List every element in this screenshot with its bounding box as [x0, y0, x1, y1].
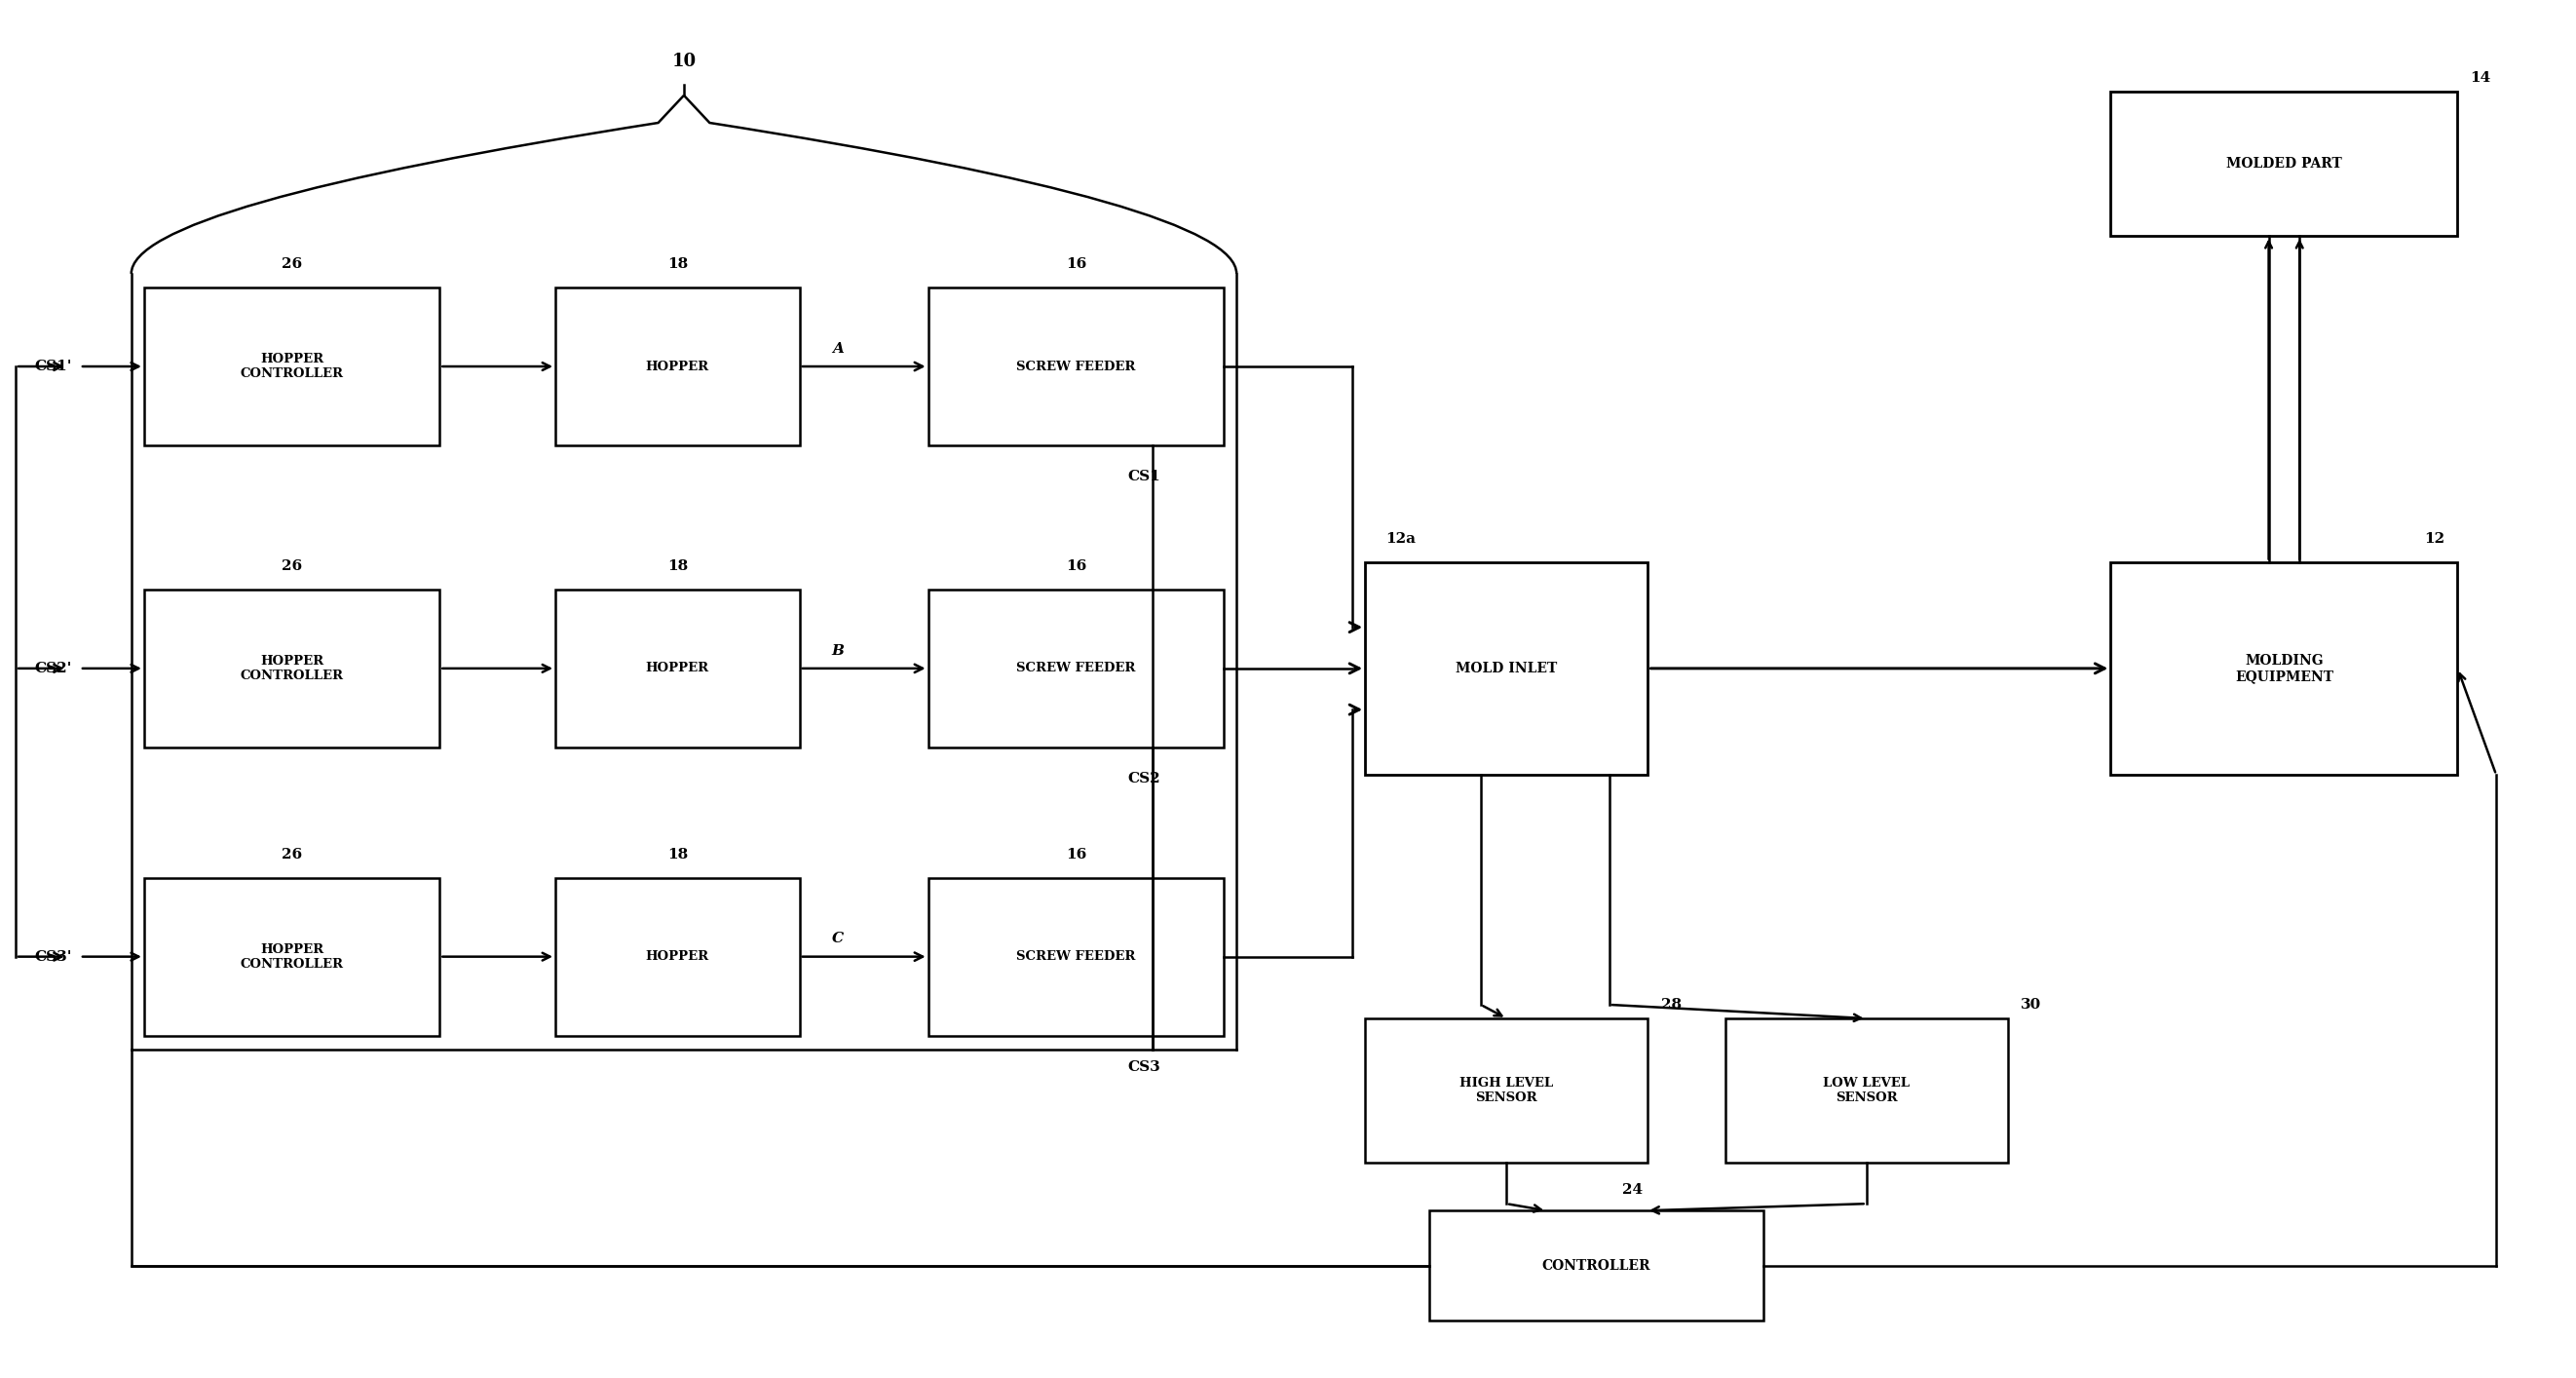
Text: CONTROLLER: CONTROLLER	[1543, 1258, 1651, 1272]
Text: SCREW FEEDER: SCREW FEEDER	[1018, 661, 1136, 675]
Text: 24: 24	[1623, 1184, 1643, 1197]
Text: LOW LEVEL
SENSOR: LOW LEVEL SENSOR	[1824, 1076, 1909, 1104]
Text: HOPPER: HOPPER	[647, 661, 708, 675]
Text: CS1: CS1	[1128, 470, 1159, 484]
Text: HIGH LEVEL
SENSOR: HIGH LEVEL SENSOR	[1461, 1076, 1553, 1104]
Bar	[927, 878, 1224, 1036]
Text: CS3': CS3'	[33, 949, 72, 963]
Text: HOPPER
CONTROLLER: HOPPER CONTROLLER	[240, 353, 343, 380]
Text: CS2': CS2'	[33, 661, 72, 675]
Bar	[2110, 562, 2458, 774]
Bar	[144, 878, 440, 1036]
Text: 12a: 12a	[1386, 532, 1417, 546]
Text: 30: 30	[2020, 998, 2040, 1011]
Text: SCREW FEEDER: SCREW FEEDER	[1018, 951, 1136, 963]
Text: C: C	[832, 932, 845, 945]
Bar	[1726, 1018, 2007, 1163]
Text: 18: 18	[667, 258, 688, 271]
Text: SCREW FEEDER: SCREW FEEDER	[1018, 360, 1136, 373]
Text: 16: 16	[1066, 258, 1087, 271]
Text: CS3: CS3	[1128, 1060, 1159, 1073]
Text: 10: 10	[672, 54, 696, 70]
Text: HOPPER: HOPPER	[647, 360, 708, 373]
Bar	[1365, 1018, 1649, 1163]
Text: CS1': CS1'	[33, 360, 72, 373]
Text: 26: 26	[281, 559, 301, 573]
Bar	[556, 878, 799, 1036]
Text: MOLDED PART: MOLDED PART	[2226, 157, 2342, 171]
Bar	[1430, 1211, 1765, 1320]
Text: 16: 16	[1066, 847, 1087, 861]
Bar	[2110, 92, 2458, 236]
Text: HOPPER
CONTROLLER: HOPPER CONTROLLER	[240, 655, 343, 682]
Bar	[556, 288, 799, 445]
Text: 26: 26	[281, 847, 301, 861]
Bar	[1365, 562, 1649, 774]
Bar	[556, 590, 799, 747]
Text: B: B	[832, 644, 845, 657]
Bar	[144, 590, 440, 747]
Bar	[144, 288, 440, 445]
Text: 18: 18	[667, 559, 688, 573]
Text: HOPPER: HOPPER	[647, 951, 708, 963]
Text: MOLD INLET: MOLD INLET	[1455, 661, 1558, 675]
Text: 18: 18	[667, 847, 688, 861]
Text: 26: 26	[281, 258, 301, 271]
Text: 12: 12	[2424, 532, 2445, 546]
Text: 28: 28	[1662, 998, 1682, 1011]
Text: CS2: CS2	[1128, 772, 1159, 785]
Text: 16: 16	[1066, 559, 1087, 573]
Bar	[927, 590, 1224, 747]
Text: A: A	[832, 342, 845, 356]
Text: HOPPER
CONTROLLER: HOPPER CONTROLLER	[240, 943, 343, 970]
Text: MOLDING
EQUIPMENT: MOLDING EQUIPMENT	[2236, 653, 2334, 683]
Bar	[927, 288, 1224, 445]
Text: 14: 14	[2470, 72, 2491, 85]
